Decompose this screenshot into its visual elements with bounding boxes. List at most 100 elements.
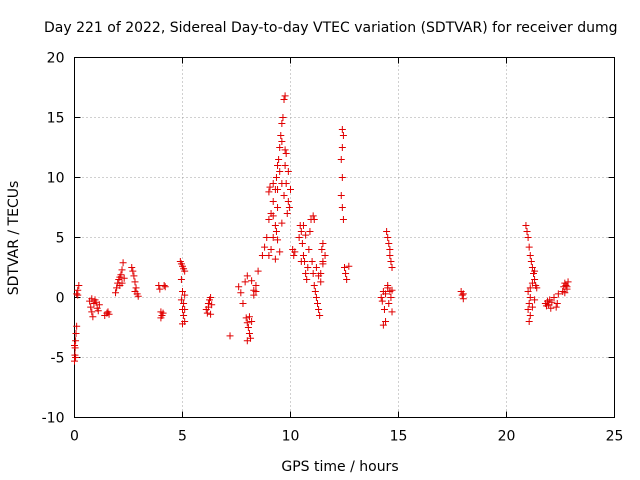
y-axis-tick-labels: -10 -5 0 5 10 15 20	[42, 51, 65, 427]
data-point	[338, 174, 346, 181]
data-point	[278, 138, 286, 145]
data-point	[177, 296, 185, 304]
data-point	[339, 132, 347, 139]
data-point	[118, 266, 126, 274]
y-tick-label: -5	[51, 351, 65, 367]
data-point	[526, 294, 534, 301]
y-tick-label: -10	[42, 411, 65, 427]
data-point	[243, 337, 251, 345]
data-point	[382, 318, 390, 325]
data-point	[226, 332, 234, 340]
data-point	[312, 264, 320, 271]
data-point	[319, 260, 327, 268]
data-points	[71, 92, 572, 365]
data-point	[308, 258, 316, 265]
data-point	[272, 174, 280, 181]
data-point	[269, 234, 277, 241]
data-point	[295, 234, 303, 241]
data-point	[181, 306, 189, 313]
data-point	[274, 162, 282, 169]
data-point	[388, 264, 396, 271]
data-point	[386, 246, 394, 253]
data-point	[533, 284, 541, 292]
data-point	[248, 318, 256, 325]
data-point	[280, 96, 288, 103]
data-point	[157, 314, 165, 322]
data-point	[382, 290, 390, 298]
data-point	[384, 284, 392, 292]
data-point	[385, 300, 393, 307]
data-point	[75, 282, 83, 289]
data-point	[309, 212, 317, 220]
data-point	[73, 290, 81, 298]
x-tick-label: 15	[390, 429, 408, 445]
data-point	[526, 284, 534, 292]
data-point	[524, 306, 532, 313]
data-point	[378, 297, 386, 305]
data-point	[385, 240, 393, 247]
data-point	[339, 216, 347, 223]
data-point	[526, 312, 534, 319]
data-point	[318, 246, 326, 253]
data-point	[276, 144, 284, 151]
data-point	[254, 267, 262, 275]
data-point	[116, 282, 124, 289]
data-point	[160, 282, 168, 289]
x-tick-label: 0	[70, 429, 79, 445]
data-point	[281, 92, 289, 100]
data-point	[526, 252, 534, 259]
data-point	[245, 330, 253, 337]
data-point	[261, 243, 269, 251]
data-point	[276, 248, 284, 256]
data-point	[341, 264, 348, 271]
data-point	[305, 246, 313, 253]
data-point	[310, 216, 318, 223]
data-point	[278, 120, 286, 127]
data-point	[281, 146, 289, 154]
data-point	[319, 240, 327, 247]
data-point	[302, 270, 310, 277]
data-point	[554, 290, 562, 298]
data-point	[129, 267, 137, 275]
data-point	[237, 289, 245, 297]
data-point	[269, 180, 277, 187]
data-point	[243, 319, 251, 327]
data-point	[181, 267, 189, 275]
data-point	[73, 322, 81, 330]
data-point	[272, 228, 280, 235]
data-point	[302, 231, 310, 239]
x-tick-label: 10	[282, 429, 300, 445]
data-point	[525, 318, 533, 325]
data-point	[244, 324, 252, 331]
data-point	[531, 276, 539, 283]
data-point	[276, 168, 284, 175]
data-point	[315, 306, 323, 313]
data-point	[524, 234, 532, 241]
data-point	[88, 308, 96, 316]
y-axis-label: SDTVAR / TECUs	[6, 181, 22, 296]
data-point	[269, 198, 277, 205]
data-point	[180, 312, 188, 319]
data-point	[337, 192, 345, 199]
data-point	[380, 306, 388, 313]
data-point	[117, 271, 125, 279]
data-point	[274, 186, 282, 193]
data-point	[239, 300, 247, 307]
data-point	[95, 301, 103, 309]
data-point	[284, 168, 292, 175]
data-point	[277, 132, 285, 139]
data-point	[338, 126, 346, 133]
data-point	[252, 282, 260, 289]
data-point	[547, 304, 555, 312]
data-point	[243, 272, 251, 280]
data-point	[120, 274, 128, 282]
data-point	[112, 289, 120, 297]
chart-title: Day 221 of 2022, Sidereal Day-to-day VTE…	[44, 20, 618, 36]
data-point	[531, 296, 539, 304]
data-point	[265, 252, 273, 259]
data-point	[563, 283, 571, 291]
grid-lines	[74, 57, 615, 418]
data-point	[528, 303, 536, 311]
data-point	[285, 204, 293, 211]
data-point	[279, 114, 287, 121]
